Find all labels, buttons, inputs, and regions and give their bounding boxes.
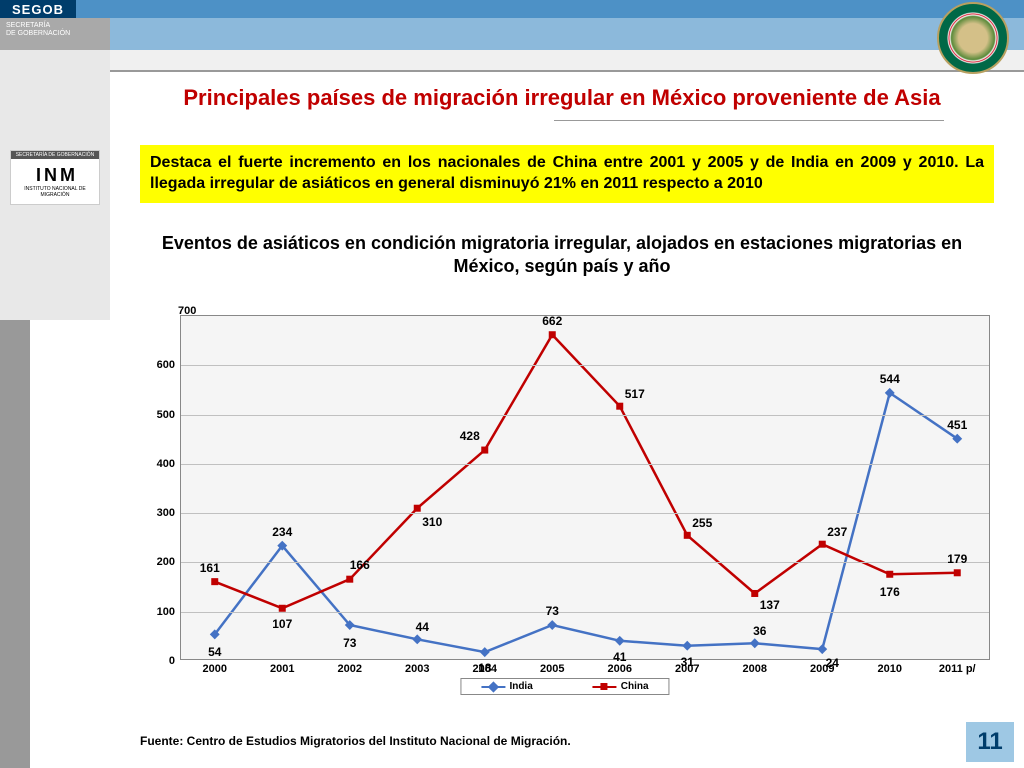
inm-logo: SECRETARÍA DE GOBERNACIÓN I N M INSTITUT…: [10, 150, 100, 205]
y-tick-label: 600: [157, 359, 175, 371]
data-point-label: 137: [760, 598, 780, 612]
data-point-label: 310: [422, 515, 442, 529]
legend-china-label: China: [621, 681, 649, 692]
x-tick-label: 2003: [405, 663, 429, 675]
source-text: Fuente: Centro de Estudios Migratorios d…: [140, 734, 571, 748]
chart-subtitle: Eventos de asiáticos en condición migrat…: [130, 232, 994, 279]
header-row-2: SECRETARÍA DE GOBERNACIÓN: [0, 18, 1024, 50]
slide-title: Principales países de migración irregula…: [130, 85, 994, 111]
data-point-label: 54: [208, 645, 221, 659]
data-point-label: 234: [272, 525, 292, 539]
y-tick-label: 500: [157, 409, 175, 421]
sidebar-vertical-text: INSTITUTO NACIONAL DE MIGRACIÓN CENTRO D…: [0, 552, 4, 738]
secretaria-badge: SECRETARÍA DE GOBERNACIÓN: [0, 18, 110, 50]
legend-india: India: [481, 681, 532, 692]
legend-china: China: [593, 681, 649, 692]
data-point-label: 255: [692, 516, 712, 530]
data-point-label: 24: [826, 656, 839, 670]
sidebar-lower: [0, 320, 30, 768]
header-row-1: SEGOB: [0, 0, 1024, 18]
data-point-label: 31: [681, 655, 694, 669]
data-point-label: 166: [350, 558, 370, 572]
highlight-box: Destaca el fuerte incremento en los naci…: [140, 145, 994, 203]
data-point-label: 428: [460, 429, 480, 443]
data-point-label: 36: [753, 624, 766, 638]
sidebar-line2: CENTRO DE ESTUDIOS MIGRATORIOS: [0, 552, 3, 738]
data-point-label: 517: [625, 387, 645, 401]
data-point-label: 107: [272, 617, 292, 631]
x-tick-label: 2001: [270, 663, 294, 675]
header-row-3: [0, 50, 1024, 72]
inm-logo-bottom: INSTITUTO NACIONAL DE MIGRACIÓN: [11, 186, 99, 198]
y-tick-label: 0: [169, 655, 175, 667]
chart-svg: [181, 316, 989, 659]
x-tick-label: 2000: [203, 663, 227, 675]
legend-india-label: India: [509, 681, 532, 692]
header-lightblue-bar: [110, 18, 1024, 50]
header-blue-bar: [76, 0, 1024, 18]
data-point-label: 662: [542, 314, 562, 328]
data-point-label: 451: [947, 418, 967, 432]
y-tick-label: 400: [157, 458, 175, 470]
x-tick-label: 2005: [540, 663, 564, 675]
data-point-label: 544: [880, 372, 900, 386]
y-tick-label: 300: [157, 507, 175, 519]
title-underline: [554, 120, 944, 121]
data-point-label: 161: [200, 561, 220, 575]
data-point-label: 176: [880, 585, 900, 599]
data-point-label: 237: [827, 525, 847, 539]
x-tick-label: 2008: [743, 663, 767, 675]
chart-legend: India China: [460, 678, 669, 695]
mexico-seal-icon: [937, 2, 1009, 74]
page-number: 11: [966, 722, 1014, 762]
x-tick-label: 2006: [608, 663, 632, 675]
data-point-label: 73: [343, 636, 356, 650]
x-tick-label: 2002: [338, 663, 362, 675]
data-point-label: 18: [478, 661, 491, 675]
inm-logo-main: I N M: [11, 159, 99, 186]
y-tick-label: 200: [157, 556, 175, 568]
data-point-label: 179: [947, 552, 967, 566]
segob-badge: SEGOB: [0, 0, 76, 18]
data-point-label: 44: [416, 620, 429, 634]
y-tick-label: 100: [157, 606, 175, 618]
data-point-label: 41: [613, 650, 626, 664]
x-tick-label: 2010: [878, 663, 902, 675]
inm-logo-top: SECRETARÍA DE GOBERNACIÓN: [11, 151, 99, 159]
x-tick-label: 2011 p/: [939, 663, 976, 675]
chart-area: 700 010020030040050060020002001200220032…: [130, 300, 1000, 710]
chart-plot: 0100200300400500600200020012002200320042…: [180, 315, 990, 660]
data-point-label: 73: [546, 604, 559, 618]
